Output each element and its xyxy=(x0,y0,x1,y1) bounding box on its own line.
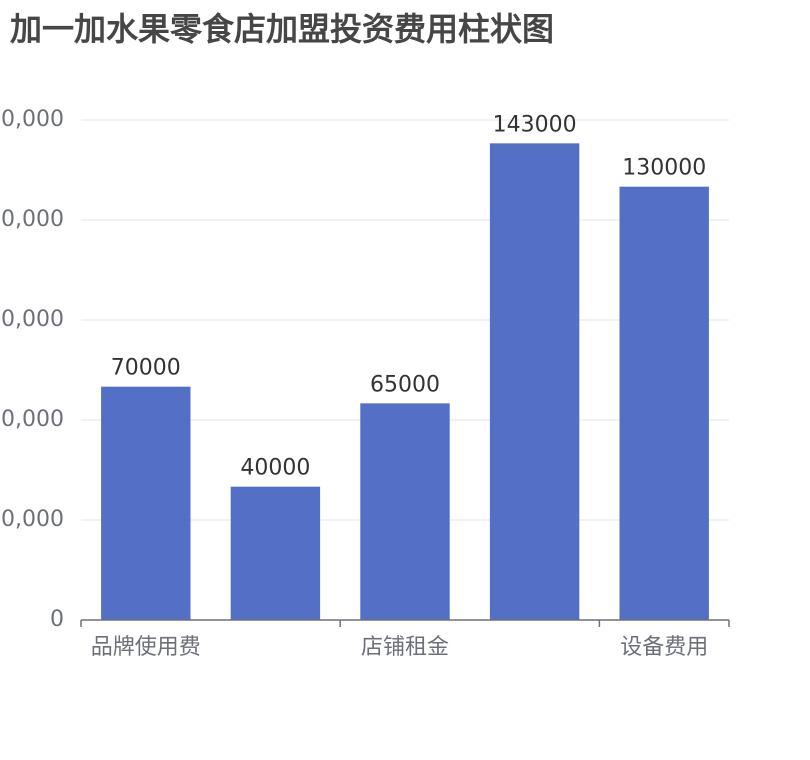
y-tick-label: 30,000 xyxy=(0,507,64,532)
data-label: 65000 xyxy=(370,372,440,397)
x-tick-label: 设备费用 xyxy=(620,635,708,660)
bar xyxy=(101,386,191,620)
bar xyxy=(360,403,450,620)
y-tick-label: 150,000 xyxy=(0,107,64,132)
bar xyxy=(230,486,321,620)
bar xyxy=(619,186,709,620)
x-tick-label: 品牌使用费 xyxy=(91,635,201,660)
y-tick-label: 90,000 xyxy=(0,307,64,332)
x-tick-label: 店铺租金 xyxy=(361,635,449,660)
data-label: 40000 xyxy=(240,456,310,481)
data-label: 143000 xyxy=(493,112,577,137)
y-tick-label: 0 xyxy=(50,607,64,632)
bar xyxy=(489,143,580,621)
chart-title: 加一加水果零食店加盟投资费用柱状图 xyxy=(10,10,555,48)
data-label: 70000 xyxy=(111,356,181,381)
y-tick-label: 60,000 xyxy=(0,407,64,432)
y-tick-label: 120,000 xyxy=(0,207,64,232)
data-label: 130000 xyxy=(622,156,706,181)
